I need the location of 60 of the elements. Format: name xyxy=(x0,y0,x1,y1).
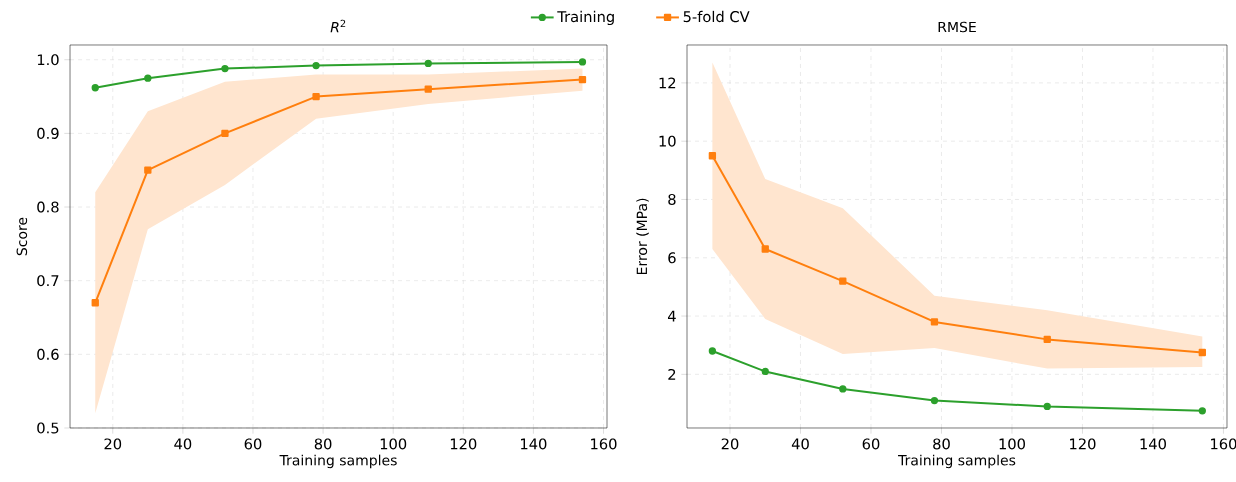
y-tick-label: 2 xyxy=(668,368,676,380)
point xyxy=(312,61,320,70)
x-tick-label: 80 xyxy=(933,438,950,450)
x-tick-label: 140 xyxy=(1140,438,1166,450)
y-tick-label: 0.8 xyxy=(37,201,59,213)
point xyxy=(424,85,432,93)
point xyxy=(424,59,432,68)
point xyxy=(839,277,847,285)
y-tick-label: 4 xyxy=(667,310,676,322)
point xyxy=(930,396,939,405)
y-tick-label: 0.9 xyxy=(37,127,59,139)
x-tick-label: 40 xyxy=(174,438,192,450)
x-tick-label: 100 xyxy=(380,438,407,450)
chart-title: RMSE xyxy=(938,21,976,33)
y-axis-title: Error (MPa) xyxy=(636,198,649,275)
point xyxy=(839,385,847,393)
point xyxy=(1198,407,1206,415)
point xyxy=(221,64,229,73)
point xyxy=(761,245,769,253)
point xyxy=(144,166,152,174)
x-tick-label: 140 xyxy=(521,438,547,450)
point xyxy=(708,347,717,355)
point xyxy=(578,58,587,66)
point xyxy=(1198,348,1206,357)
point xyxy=(761,367,769,376)
y-tick-label: 0.5 xyxy=(37,422,59,434)
y-tick-label: 0.6 xyxy=(37,348,59,360)
y-tick-label: 8 xyxy=(668,193,676,206)
x-tick-label: 60 xyxy=(862,438,880,450)
point xyxy=(578,75,587,84)
x-tick-label: 120 xyxy=(450,438,477,450)
point xyxy=(91,84,99,92)
x-tick-label: 160 xyxy=(1211,438,1236,450)
x-tick-label: 120 xyxy=(1070,438,1096,450)
x-tick-label: 100 xyxy=(999,438,1025,450)
x-tick-label: 20 xyxy=(104,438,122,450)
point xyxy=(930,318,939,326)
legend-label: Training xyxy=(557,10,614,26)
y-tick-label: 10 xyxy=(659,135,676,147)
point xyxy=(1043,402,1051,411)
point xyxy=(1043,335,1051,344)
y-axis-title: Score xyxy=(16,217,28,256)
x-tick-label: 20 xyxy=(721,438,739,450)
point xyxy=(708,152,717,160)
point xyxy=(144,74,152,82)
y-tick-label: 1.0 xyxy=(37,54,59,66)
x-tick-label: 40 xyxy=(791,438,809,450)
point xyxy=(221,129,229,138)
y-tick-label: 12 xyxy=(659,77,676,89)
point xyxy=(91,299,99,307)
legend-label: 5-fold CV xyxy=(683,10,750,23)
x-tick-label: 160 xyxy=(591,438,617,450)
chart-title: R$^{2}$ xyxy=(330,19,346,33)
x-axis-title: Training samples xyxy=(279,454,397,469)
x-axis-title: Training samples xyxy=(898,454,1016,469)
y-tick-label: 6 xyxy=(668,252,676,264)
x-tick-label: 80 xyxy=(314,438,332,450)
y-tick-label: 0.7 xyxy=(37,275,59,287)
point xyxy=(312,92,320,101)
x-tick-label: 60 xyxy=(244,438,262,450)
